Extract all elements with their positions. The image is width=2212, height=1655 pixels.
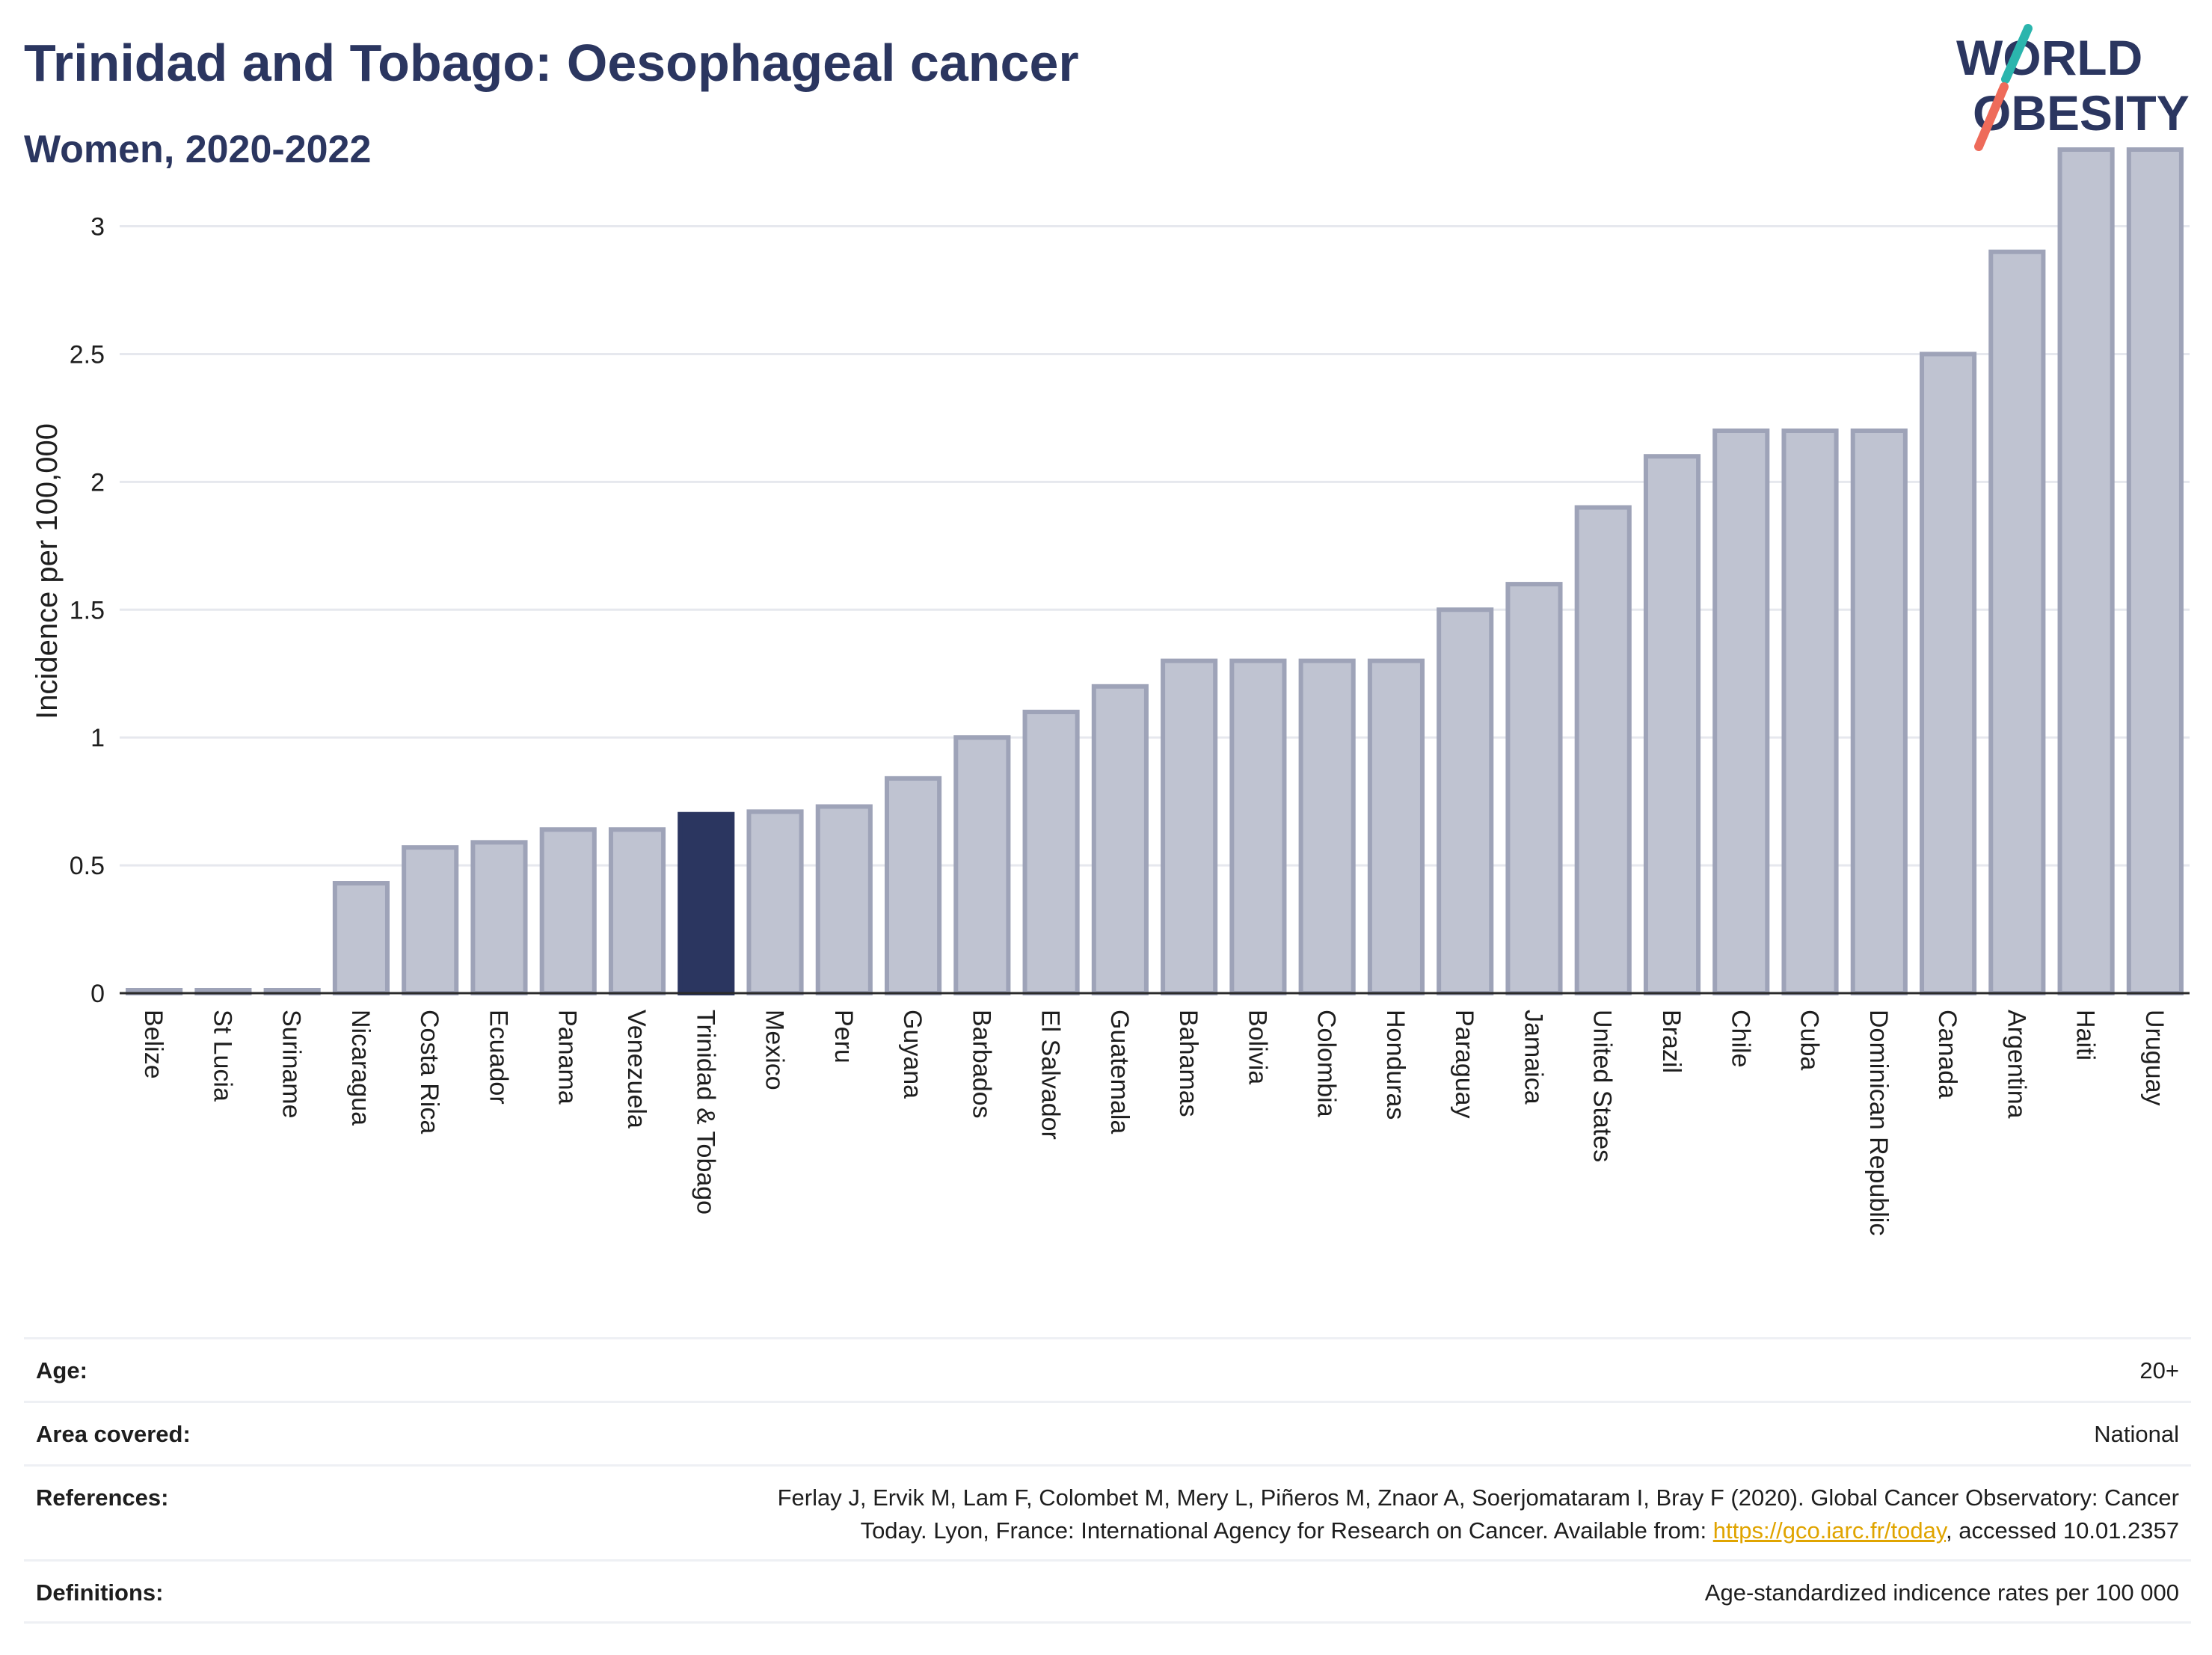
info-table: Age: 20+ Area covered: National Referenc… xyxy=(24,1337,2191,1624)
y-tick-label: 1.5 xyxy=(70,596,105,624)
bar xyxy=(1437,607,1494,995)
bar xyxy=(1574,505,1632,995)
info-row-definitions: Definitions: Age-standardized indicence … xyxy=(24,1559,2191,1624)
x-tick-label: Paraguay xyxy=(1450,1010,1478,1119)
y-axis-label: Incidence per 100,000 xyxy=(31,423,64,719)
bar-chart: 0 0.5 1 1.5 2 2.5 3 Incidence per 100,000 Belize… xyxy=(31,147,2190,1235)
x-tick-label: Jamaica xyxy=(1519,1010,1547,1105)
age-label: Age: xyxy=(24,1337,497,1403)
x-tick-label: United States xyxy=(1588,1010,1617,1162)
bar xyxy=(746,809,804,995)
x-tick-label: Peru xyxy=(829,1010,858,1063)
x-tick-label: Uruguay xyxy=(2140,1010,2169,1106)
bar xyxy=(1850,429,1908,995)
bar xyxy=(1712,429,1770,995)
y-tick-label: 1 xyxy=(90,724,105,752)
x-tick-label: Chile xyxy=(1726,1010,1754,1067)
age-value: 20+ xyxy=(497,1337,2191,1403)
x-tick-label: Canada xyxy=(1933,1010,1961,1099)
x-tick-label: Belize xyxy=(139,1010,168,1079)
x-tick-label: Barbados xyxy=(967,1010,995,1119)
bar xyxy=(608,827,666,995)
bar xyxy=(815,804,873,996)
definitions-value: Age-standardized indicence rates per 100… xyxy=(497,1559,2191,1624)
references-line2-post: , accessed 10.01.2357 xyxy=(1946,1517,2179,1544)
info-row-age: Age: 20+ xyxy=(24,1337,2191,1403)
chart-subtitle: Women, 2020-2022 xyxy=(24,128,372,171)
bar xyxy=(1298,658,1356,995)
y-tick-label: 0 xyxy=(90,980,105,1008)
x-tick-label: Cuba xyxy=(1795,1010,1824,1070)
info-row-area: Area covered: National xyxy=(24,1401,2191,1467)
chart-title: Trinidad and Tobago: Oesophageal cancer xyxy=(24,34,1079,92)
references-label: References: xyxy=(24,1464,497,1562)
bar xyxy=(402,845,459,996)
bar xyxy=(1161,658,1218,995)
x-tick-label: Guatemala xyxy=(1105,1010,1134,1134)
area-value: National xyxy=(497,1401,2191,1467)
bar xyxy=(1229,658,1287,995)
x-tick-label: Dominican Republic xyxy=(1864,1010,1893,1235)
x-tick-label: St Lucia xyxy=(208,1010,236,1102)
x-tick-label: El Salvador xyxy=(1036,1010,1065,1140)
x-tick-label: Haiti xyxy=(2071,1010,2100,1060)
definitions-label: Definitions: xyxy=(24,1559,497,1624)
x-tick-label: Trinidad & Tobago xyxy=(691,1010,719,1215)
logo-slash-teal xyxy=(2001,24,2033,84)
references-value: Ferlay J, Ervik M, Lam F, Colombet M, Me… xyxy=(497,1464,2191,1562)
x-tick-label: Guyana xyxy=(898,1010,927,1099)
x-tick-label: Panama xyxy=(553,1010,582,1105)
references-line2-pre: Today. Lyon, France: International Agenc… xyxy=(860,1517,1713,1544)
bar xyxy=(1505,582,1563,995)
bar xyxy=(2057,147,2115,995)
logo-line1: WORLD xyxy=(1956,30,2142,85)
bar xyxy=(470,840,528,995)
bar xyxy=(953,735,1011,995)
x-tick-label: Nicaragua xyxy=(346,1010,375,1126)
bar xyxy=(1022,710,1080,995)
x-tick-label: Costa Rica xyxy=(415,1010,443,1134)
bar xyxy=(539,827,597,995)
bar xyxy=(1920,351,1977,996)
references-link[interactable]: https://gco.iarc.fr/today xyxy=(1712,1517,1947,1544)
y-tick-label: 2.5 xyxy=(70,340,105,369)
bar xyxy=(1091,684,1149,995)
x-tick-label: Suriname xyxy=(277,1010,306,1119)
x-tick-label: Venezuela xyxy=(622,1010,651,1129)
logo-line2: OBESITY xyxy=(1973,85,2190,141)
x-tick-label: Bahamas xyxy=(1174,1010,1202,1117)
y-tick-label: 3 xyxy=(90,213,105,242)
bar xyxy=(1367,658,1425,995)
bar xyxy=(1781,429,1839,995)
references-line1: Ferlay J, Ervik M, Lam F, Colombet M, Me… xyxy=(777,1484,2179,1511)
logo-slash-coral xyxy=(1974,82,2009,151)
x-tick-label: Ecuador xyxy=(484,1010,512,1105)
x-tick-label: Honduras xyxy=(1381,1010,1410,1120)
bar xyxy=(1643,454,1701,995)
x-tick-label: Brazil xyxy=(1657,1010,1686,1073)
bar xyxy=(885,776,942,995)
bar xyxy=(332,881,390,995)
bar xyxy=(1988,249,2046,995)
x-tick-label: Colombia xyxy=(1312,1010,1341,1117)
bar xyxy=(2126,147,2184,995)
world-obesity-logo: WORLD OBESITY xyxy=(1956,24,2190,151)
x-tick-label: Argentina xyxy=(2002,1010,2030,1119)
info-row-references: References: Ferlay J, Ervik M, Lam F, Co… xyxy=(24,1464,2191,1562)
y-tick-label: 0.5 xyxy=(70,852,105,880)
x-tick-label: Mexico xyxy=(761,1010,789,1090)
x-tick-label: Bolivia xyxy=(1243,1010,1271,1084)
y-tick-label: 2 xyxy=(90,468,105,497)
bar-highlight xyxy=(678,811,735,996)
area-label: Area covered: xyxy=(24,1401,497,1467)
